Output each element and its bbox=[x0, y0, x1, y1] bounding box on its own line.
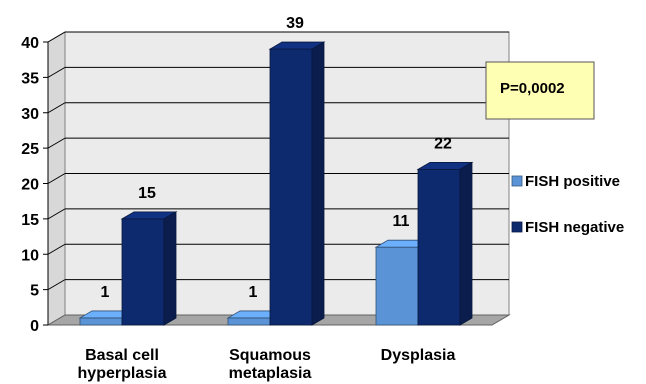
y-tick-label: 40 bbox=[21, 35, 39, 52]
bar-front bbox=[79, 317, 123, 326]
y-tick-label: 20 bbox=[21, 177, 39, 194]
y-tick-label: 30 bbox=[21, 106, 39, 123]
gridline-side bbox=[47, 137, 66, 149]
bar-front bbox=[121, 218, 165, 326]
legend-label: FISH positive bbox=[525, 173, 620, 190]
y-tick-label: 5 bbox=[30, 283, 39, 300]
gridline-side bbox=[47, 31, 66, 43]
data-label: 11 bbox=[393, 213, 410, 230]
legend-swatch bbox=[511, 175, 523, 187]
bars bbox=[78, 41, 474, 326]
data-label: 39 bbox=[286, 15, 304, 32]
bar-side bbox=[459, 161, 473, 326]
legend-label: FISH negative bbox=[525, 219, 624, 236]
y-axis: 0 5 10 15 20 25 30 35 40 bbox=[21, 35, 49, 335]
y-tick-label: 0 bbox=[30, 318, 39, 335]
data-label: 22 bbox=[434, 135, 452, 152]
annotation-box bbox=[485, 61, 595, 120]
gridline-side bbox=[47, 279, 66, 291]
x-category-label: Squamous bbox=[229, 347, 311, 364]
data-label: 1 bbox=[101, 284, 110, 301]
legend: FISH positive FISH negative bbox=[511, 173, 624, 236]
y-tick-label: 35 bbox=[21, 70, 39, 87]
bar-front bbox=[269, 48, 313, 326]
legend-swatch bbox=[511, 221, 523, 233]
gridline-side bbox=[47, 243, 66, 255]
annotation-text: P=0,0002 bbox=[500, 80, 565, 97]
data-label: 1 bbox=[249, 284, 258, 301]
bar-side bbox=[311, 41, 325, 326]
gridline-side bbox=[47, 208, 66, 220]
x-category-label: metaplasia bbox=[229, 365, 312, 382]
data-label: 15 bbox=[138, 185, 156, 202]
gridline-side bbox=[47, 173, 66, 184]
y-tick-label: 25 bbox=[21, 141, 39, 158]
gridline-side bbox=[47, 102, 66, 114]
y-tick-label: 15 bbox=[21, 212, 39, 229]
bar-side bbox=[163, 211, 177, 326]
x-category-label: Basal cell bbox=[85, 347, 159, 364]
x-category-label: hyperplasia bbox=[78, 365, 167, 382]
y-tick-label: 10 bbox=[21, 247, 39, 264]
gridline-side bbox=[47, 66, 66, 78]
x-category-label: Dysplasia bbox=[381, 347, 456, 364]
bar-front bbox=[227, 317, 271, 326]
p-value-annotation: P=0,0002 bbox=[485, 61, 595, 120]
bar-front bbox=[417, 168, 461, 326]
bar-front bbox=[375, 246, 419, 326]
